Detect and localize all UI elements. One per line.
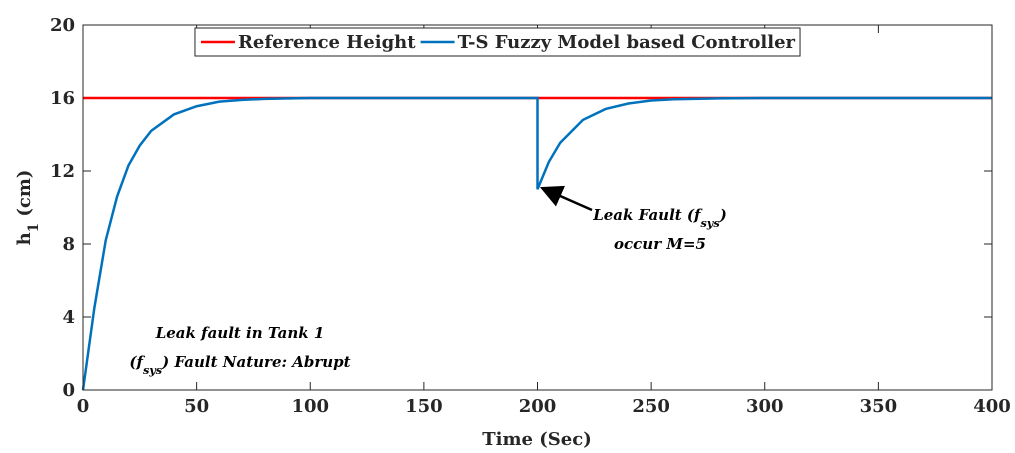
line [81, 96, 992, 391]
y-axis-label: h1 (cm) [14, 170, 42, 246]
x-tick-label: 100 [291, 396, 329, 417]
annotation: (fsys) Fault Nature: Abrupt [129, 353, 350, 377]
legend: Reference Height T-S Fuzzy Model based Co… [194, 27, 801, 57]
y-tick-label: 4 [62, 307, 75, 328]
annotation: Leak fault in Tank 1 [155, 324, 325, 342]
subscript: 1 [26, 223, 42, 232]
x-tick-label: 300 [746, 396, 784, 417]
legend-label: T-S Fuzzy Model based Controller [458, 32, 796, 53]
text-part: (cm) [14, 170, 35, 223]
text-part: h [14, 232, 35, 245]
x-axis-label: Time (Sec) [482, 429, 591, 450]
text-part: ) [719, 206, 727, 224]
y-tick-label: 12 [50, 161, 75, 182]
text-part: ) Fault Nature: Abrupt [161, 353, 351, 371]
subscript: sys [700, 216, 720, 230]
annotation-arrow [539, 185, 593, 212]
x-tick-label: 200 [519, 396, 557, 417]
subscript: sys [143, 363, 163, 377]
x-tick-label: 50 [184, 396, 209, 417]
x-tick-label: 150 [405, 396, 443, 417]
x-tick-label: 400 [973, 396, 1011, 417]
text-part: (f [129, 353, 145, 371]
x-tick-label: 250 [632, 396, 670, 417]
x-tick-label: 0 [77, 396, 90, 417]
y-tick-label: 20 [50, 15, 75, 36]
annotation: occur M=5 [614, 235, 706, 253]
legend-label: Reference Height [238, 32, 416, 53]
annotation: Leak Fault (fsys) [592, 206, 727, 230]
y-tick-label: 16 [50, 88, 75, 109]
y-tick-label: 8 [62, 234, 75, 255]
x-tick-label: 350 [860, 396, 898, 417]
legend-box [194, 27, 801, 57]
text-part: occur M=5 [614, 235, 706, 253]
y-tick-label: 0 [62, 380, 75, 401]
text-part: Leak fault in Tank 1 [155, 324, 325, 342]
plot-frame [82, 24, 993, 391]
text-part: Leak Fault (f [592, 206, 703, 224]
